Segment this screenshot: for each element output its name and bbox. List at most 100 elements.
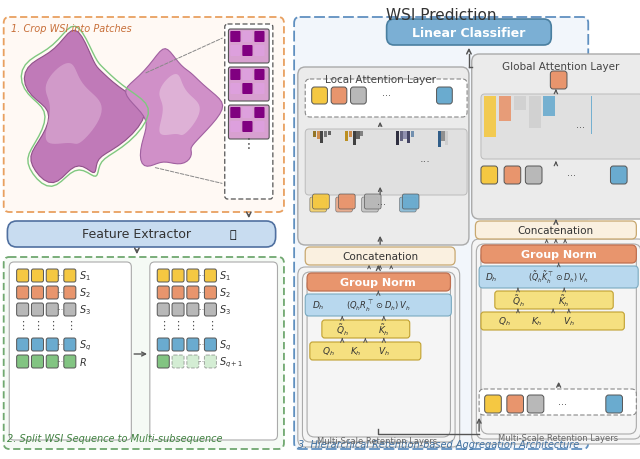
Text: 1. Crop WSI into Patches: 1. Crop WSI into Patches [11,24,132,34]
Text: Concatenation: Concatenation [342,252,418,262]
FancyBboxPatch shape [305,130,467,196]
Text: ···: ··· [197,357,204,366]
FancyBboxPatch shape [298,268,460,447]
Text: $Q_h$: $Q_h$ [498,315,511,328]
FancyBboxPatch shape [525,167,542,185]
FancyBboxPatch shape [230,46,241,57]
FancyBboxPatch shape [46,269,58,282]
FancyBboxPatch shape [230,108,241,119]
Text: 🔒: 🔒 [230,230,236,240]
Text: $(Q_hR_h^\top\odot D_h)\,V_h$: $(Q_hR_h^\top\odot D_h)\,V_h$ [346,297,410,313]
FancyBboxPatch shape [243,122,253,133]
FancyBboxPatch shape [507,395,524,413]
Text: $S_q$: $S_q$ [220,337,232,352]
FancyBboxPatch shape [479,389,636,415]
FancyBboxPatch shape [481,167,498,185]
FancyBboxPatch shape [243,32,253,43]
Text: $(\tilde{Q}_h\tilde{K}_h^\top\odot D_h)\,V_h$: $(\tilde{Q}_h\tilde{K}_h^\top\odot D_h)\… [528,269,589,285]
Text: 2. Split WSI Sequence to Multi-subsequence: 2. Split WSI Sequence to Multi-subsequen… [8,433,223,443]
FancyBboxPatch shape [31,303,44,316]
FancyBboxPatch shape [481,249,636,434]
FancyBboxPatch shape [254,70,264,81]
FancyBboxPatch shape [64,303,76,316]
FancyBboxPatch shape [476,245,640,439]
FancyBboxPatch shape [4,18,284,213]
FancyBboxPatch shape [310,197,326,213]
FancyBboxPatch shape [46,286,58,299]
Text: ···: ··· [382,91,391,101]
FancyBboxPatch shape [64,355,76,368]
Text: $V_h$: $V_h$ [378,345,390,358]
Bar [442,132,445,142]
Bar [445,132,449,146]
Bar [356,132,360,140]
Bar [411,132,414,138]
Bar [591,97,603,134]
Polygon shape [45,64,102,145]
FancyBboxPatch shape [228,106,269,140]
FancyBboxPatch shape [476,222,636,240]
FancyBboxPatch shape [436,88,452,105]
FancyBboxPatch shape [336,197,353,213]
Bar [328,132,331,136]
Text: Local Attention Layer: Local Attention Layer [324,75,436,85]
FancyBboxPatch shape [351,88,366,105]
FancyBboxPatch shape [187,286,199,299]
FancyBboxPatch shape [46,338,58,351]
FancyBboxPatch shape [230,32,241,43]
Bar [353,132,356,146]
Bar [529,97,541,128]
Bar [320,132,323,144]
Text: ⋮: ⋮ [242,137,256,151]
Text: Global Attention Layer: Global Attention Layer [502,62,619,72]
FancyBboxPatch shape [230,84,241,95]
FancyBboxPatch shape [310,342,421,360]
Bar [345,132,348,142]
FancyBboxPatch shape [225,25,273,200]
Text: $S_{q+1}$: $S_{q+1}$ [220,354,244,369]
Text: ···: ··· [56,305,64,314]
Text: ⋮: ⋮ [17,320,28,330]
Bar [396,132,399,146]
FancyBboxPatch shape [157,338,169,351]
FancyBboxPatch shape [305,294,451,316]
FancyBboxPatch shape [307,277,451,437]
Text: $S_2$: $S_2$ [79,286,90,300]
Text: $S_3$: $S_3$ [79,303,91,317]
FancyBboxPatch shape [606,395,623,413]
Text: Linear Classifier: Linear Classifier [412,27,525,39]
FancyBboxPatch shape [484,395,501,413]
FancyBboxPatch shape [157,303,169,316]
Text: ···: ··· [420,157,431,167]
FancyBboxPatch shape [17,355,29,368]
FancyBboxPatch shape [364,195,381,210]
Bar [400,132,403,142]
Text: ···: ··· [567,171,576,180]
Text: ···: ··· [56,357,64,366]
Text: $S_1$: $S_1$ [220,269,231,283]
Bar [514,97,526,110]
Polygon shape [159,75,200,136]
Text: Multi-Scale Retention Layers: Multi-Scale Retention Layers [317,436,437,445]
Text: ⋮: ⋮ [157,320,169,330]
Bar [438,132,441,148]
Text: $D_h$: $D_h$ [484,271,497,284]
Text: $\tilde{K}_h$: $\tilde{K}_h$ [559,293,570,308]
FancyBboxPatch shape [254,108,264,119]
FancyBboxPatch shape [187,338,199,351]
Text: ⋮: ⋮ [32,320,43,330]
FancyBboxPatch shape [204,355,216,368]
FancyBboxPatch shape [527,395,544,413]
FancyBboxPatch shape [472,55,640,219]
Bar [499,97,511,122]
FancyBboxPatch shape [64,286,76,299]
Bar [349,132,352,138]
FancyBboxPatch shape [17,303,29,316]
Text: Concatenation: Concatenation [518,225,594,235]
Text: Feature Extractor: Feature Extractor [83,228,191,241]
FancyBboxPatch shape [228,30,269,64]
Text: ···: ··· [197,288,204,297]
FancyBboxPatch shape [157,355,169,368]
Text: $K_h$: $K_h$ [350,345,362,358]
Text: Multi-Scale Retention Layers: Multi-Scale Retention Layers [498,433,618,442]
